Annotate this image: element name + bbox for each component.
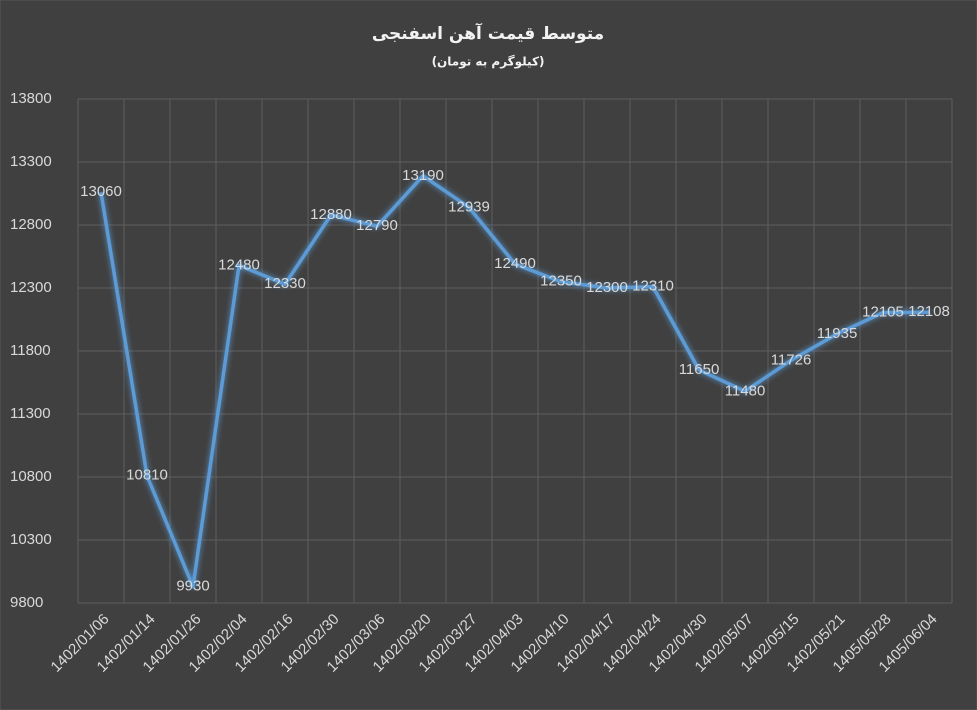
data-label: 12790 [356,217,398,234]
chart-subtitle: (کیلوگرم به تومان) [432,55,545,70]
data-label: 13060 [80,183,122,200]
y-tick-label: 9800 [10,594,43,611]
data-label: 10810 [126,467,168,484]
data-label: 12105 [862,304,904,321]
data-label: 12880 [310,206,352,223]
data-label: 9930 [176,578,209,595]
y-tick-label: 10800 [10,468,52,485]
y-tick-label: 13300 [10,153,52,170]
data-label: 11480 [725,382,766,399]
y-tick-label: 13800 [10,90,52,107]
data-label: 12300 [586,279,628,296]
y-tick-label: 11800 [10,342,51,359]
data-label: 12108 [908,303,950,320]
data-label: 12939 [448,198,490,215]
data-label: 11650 [679,361,720,378]
y-tick-label: 12800 [10,216,52,233]
data-label: 11726 [771,351,812,368]
y-tick-label: 12300 [10,279,52,296]
data-label: 12330 [264,275,306,292]
data-label: 11935 [817,325,858,342]
line-series [99,174,930,589]
y-tick-label: 10300 [10,531,52,548]
chart-title: متوسط قیمت آهن اسفنجی [372,22,604,44]
data-label: 13190 [402,167,444,184]
data-label: 12350 [540,273,582,290]
data-label: 12490 [494,255,536,272]
y-tick-label: 11300 [10,405,51,422]
data-label: 12480 [218,256,260,273]
data-label: 12310 [632,278,674,295]
